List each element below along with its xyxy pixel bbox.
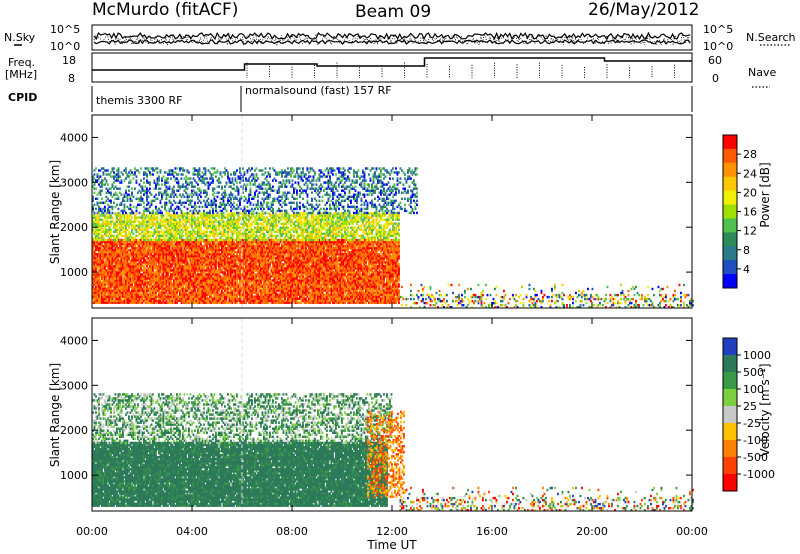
noise-panel (91, 24, 693, 51)
colorbar-tick-label: 12 (743, 225, 757, 238)
cpid-mode-2: normalsound (fast) 157 RF (245, 84, 392, 97)
cpid-mode-1: themis 3300 RF (96, 94, 183, 107)
colorbar-swatch (723, 457, 737, 475)
power-colorbar-label: Power [dB] (758, 162, 772, 227)
colorbar-swatch (723, 260, 737, 275)
y-tick-label: 4000 (60, 131, 88, 144)
time-tick-label: 20:00 (576, 525, 608, 538)
nsky-label: N.Sky (4, 31, 36, 44)
colorbar-tick-label: 16 (743, 206, 757, 219)
time-tick-label: 04:00 (176, 525, 208, 538)
velocity-x-ticks (91, 318, 693, 511)
time-tick-label: 00:00 (676, 525, 708, 538)
colorbar-tick-label: 1000 (743, 349, 771, 362)
velocity-heatmap (92, 318, 694, 512)
colorbar-swatch (723, 474, 737, 492)
colorbar-tick-label: -25 (743, 417, 761, 430)
colorbar-swatch (723, 176, 737, 192)
nsearch-tick-top: 10^5 (703, 23, 733, 36)
freq-tick-bottom: 8 (68, 72, 75, 85)
power-y-ticks: 1000 2000 3000 4000 (60, 131, 692, 279)
date-title: 26/May/2012 (588, 0, 700, 20)
colorbar-tick-label: 100 (743, 383, 764, 396)
nave-label: Nave (748, 66, 776, 79)
y-tick-label: 1000 (60, 266, 88, 279)
colorbar-swatch (723, 338, 737, 356)
y-tick-label: 3000 (60, 176, 88, 189)
colorbar-tick-label: 24 (743, 167, 757, 180)
power-heatmap (92, 115, 694, 309)
freq-label: Freq. (8, 56, 35, 69)
colorbar-tick-label: 8 (743, 244, 750, 257)
time-tick-label: 16:00 (476, 525, 508, 538)
colorbar-swatch (723, 274, 737, 289)
beam-title: Beam 09 (355, 2, 431, 22)
freq-tick-top: 18 (62, 54, 76, 67)
summary-traces (92, 31, 692, 78)
colorbar-tick-label: -100 (743, 434, 768, 447)
nave-tick-top: 60 (708, 54, 722, 67)
nsearch-label: N.Search (746, 31, 796, 44)
velocity-colorbar: 1000 500 100 25 -25 -100 -500 -1000 (722, 337, 775, 492)
colorbar-tick-label: 500 (743, 366, 764, 379)
power-x-ticks (91, 115, 693, 308)
freq-nave-panel (91, 52, 693, 83)
time-tick-label: 12:00 (376, 525, 408, 538)
colorbar-swatch (723, 389, 737, 407)
velocity-colorbar-label: Velocity [m s⁻¹] (758, 363, 772, 456)
colorbar-swatch (723, 204, 737, 219)
station-title: McMurdo (fitACF) (92, 0, 238, 20)
colorbar-swatch (723, 246, 737, 261)
noise-tick-top: 10^5 (50, 23, 80, 36)
freq-unit-label: [MHz] (5, 68, 37, 81)
colorbar-swatch (723, 406, 737, 424)
nave-tick-bottom: 0 (712, 72, 719, 85)
colorbar-tick-label: 20 (743, 186, 757, 199)
y-tick-label: 4000 (60, 334, 88, 347)
time-tick-label: 08:00 (276, 525, 308, 538)
colorbar-swatch (723, 355, 737, 373)
time-axis-title: Time UT (366, 538, 417, 552)
colorbar-tick-label: 4 (743, 263, 750, 276)
y-tick-label: 1000 (60, 469, 88, 482)
colorbar-swatch (723, 148, 737, 164)
time-tick-label: 00:00 (76, 525, 108, 538)
y-tick-label: 3000 (60, 379, 88, 392)
cpid-label: CPID (8, 91, 37, 104)
y-tick-label: 2000 (60, 424, 88, 437)
colorbar-swatch (723, 190, 737, 205)
colorbar-tick-label: -500 (743, 451, 768, 464)
y-tick-label: 2000 (60, 221, 88, 234)
colorbar-swatch (723, 135, 737, 150)
time-axis-labels: 00:00 04:00 08:00 12:00 16:00 20:00 00:00 (76, 525, 708, 538)
nsearch-tick-bottom: 10^0 (703, 40, 733, 53)
colorbar-tick-label: 28 (743, 148, 757, 161)
colorbar-swatch (723, 440, 737, 458)
power-ylabel: Slant Range [km] (48, 160, 62, 264)
colorbar-swatch (723, 218, 737, 233)
colorbar-tick-label: -1000 (743, 468, 775, 481)
colorbar-tick-label: 25 (743, 400, 757, 413)
colorbar-swatch (723, 232, 737, 247)
velocity-ylabel: Slant Range [km] (48, 363, 62, 467)
velocity-y-ticks: 1000 2000 3000 4000 (60, 334, 692, 482)
colorbar-swatch (723, 162, 737, 178)
colorbar-swatch (723, 372, 737, 390)
colorbar-swatch (723, 423, 737, 441)
power-colorbar: 28 24 20 16 12 8 4 (722, 134, 757, 289)
noise-tick-bottom: 10^0 (50, 40, 80, 53)
